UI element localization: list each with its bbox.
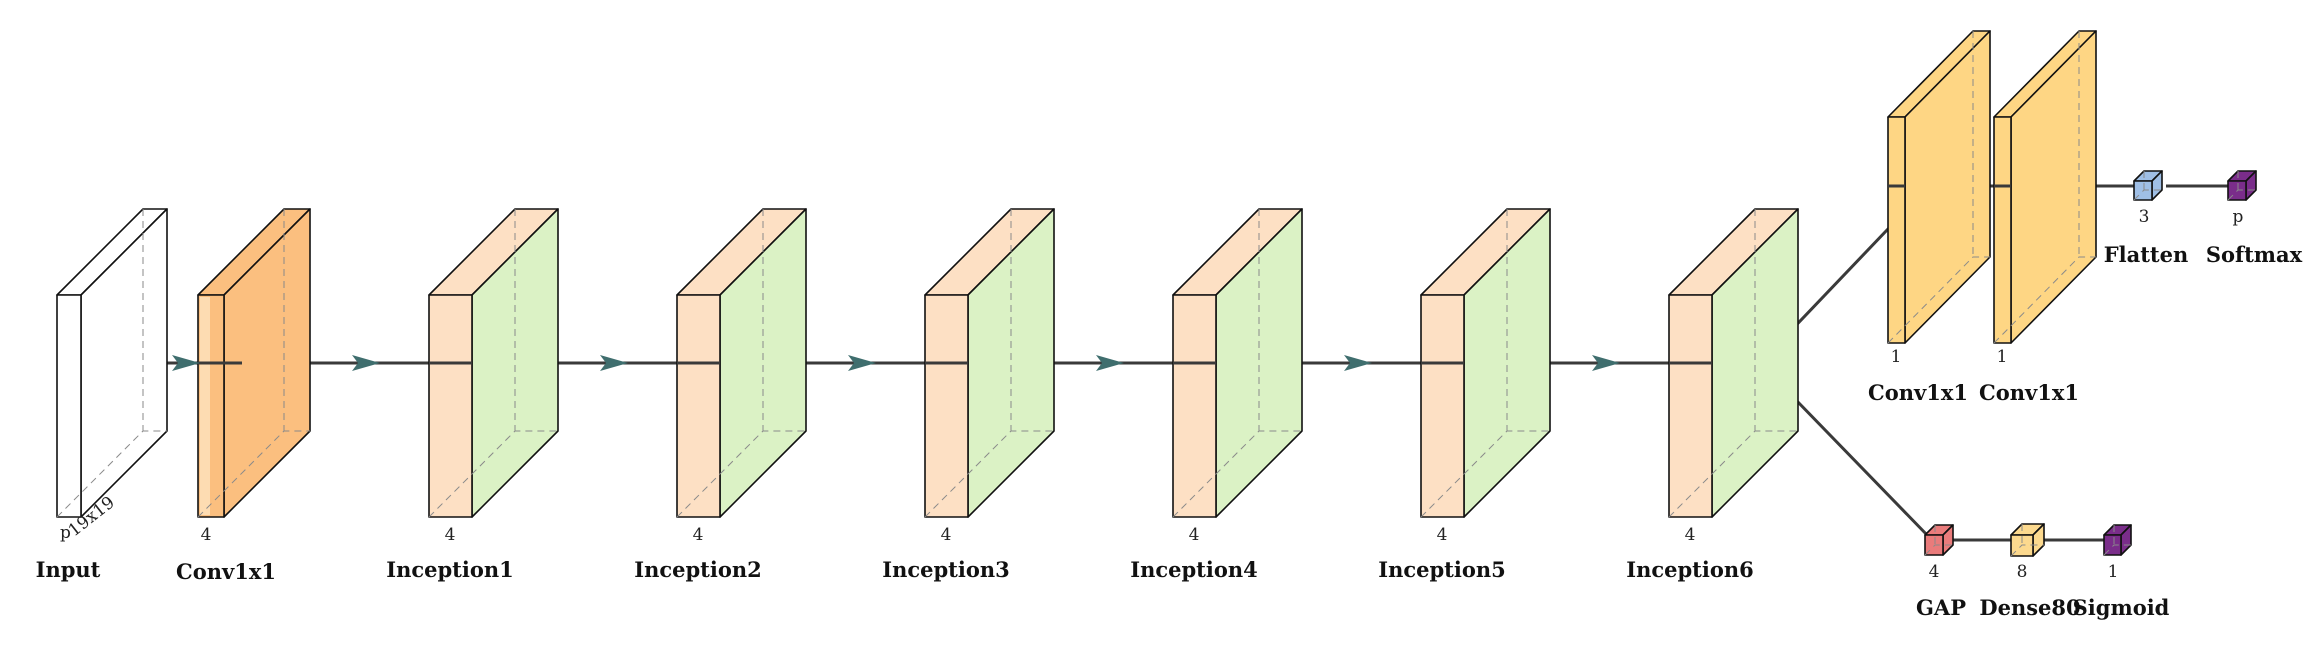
inception4-caption: Inception4 [1130,557,1258,582]
layer-policy-conv-b [1993,30,2097,344]
arrow-icon [352,355,380,371]
layer-dense80 [2010,523,2045,557]
arrow-icon [1096,355,1124,371]
inception5-depth-label: 4 [1437,525,1448,545]
policy-conv-b-caption: Conv1x1 [1979,380,2079,405]
flatten-caption: Flatten [2104,242,2189,267]
arrow-icon [1344,355,1372,371]
flatten-depth-label: 3 [2139,207,2150,227]
through-connectors [198,184,2011,365]
policy-conv-a-caption: Conv1x1 [1868,380,1968,405]
inception2-depth-label: 4 [693,525,704,545]
layer-inception2 [676,208,807,518]
inception4-depth-label: 4 [1189,525,1200,545]
layer-inception5 [1420,208,1551,518]
arrow-icon [848,355,876,371]
inception1-depth-label: 4 [445,525,456,545]
arrow-icon [600,355,628,371]
softmax-caption: Softmax [2206,242,2303,267]
arrow-icon [172,355,200,371]
inception6-depth-label: 4 [1685,525,1696,545]
dense80-caption: Dense80 [1979,595,2080,620]
inception1-caption: Inception1 [386,557,514,582]
inception2-caption: Inception2 [634,557,762,582]
input-caption: Input [36,557,101,582]
gap-caption: GAP [1916,595,1966,620]
layer-captions: Input Conv1x1 Inception1 Inception2 Ince… [36,242,2303,620]
inception5-caption: Inception5 [1378,557,1506,582]
conv1-depth-label: 4 [201,525,212,545]
gap-depth-label: 4 [1929,562,1940,582]
layer-inception1 [428,208,559,518]
softmax-depth-label: p [2233,207,2244,227]
layer-flatten [2133,170,2163,201]
layer-input [56,208,168,518]
sigmoid-caption: Sigmoid [2073,595,2170,620]
policy-conv-b-depth-label: 1 [1997,347,2008,367]
conv1-caption: Conv1x1 [176,559,276,584]
layer-sigmoid [2103,524,2132,556]
layer-policy-conv-a [1887,30,1991,344]
layer-gap [1924,524,1954,556]
layer-inception3 [924,208,1055,518]
inception3-depth-label: 4 [941,525,952,545]
layer-conv1 [197,208,311,518]
layer-inception4 [1172,208,1303,518]
input-depth-label: p [60,523,71,543]
dense80-depth-label: 8 [2017,562,2028,582]
layer-softmax [2227,170,2257,201]
inception3-caption: Inception3 [882,557,1010,582]
layer-inception6 [1668,208,1799,518]
sigmoid-depth-label: 1 [2108,562,2119,582]
policy-conv-a-depth-label: 1 [1891,347,1902,367]
inception6-caption: Inception6 [1626,557,1754,582]
arrow-icon [1592,355,1620,371]
arrowheads [172,355,1620,371]
